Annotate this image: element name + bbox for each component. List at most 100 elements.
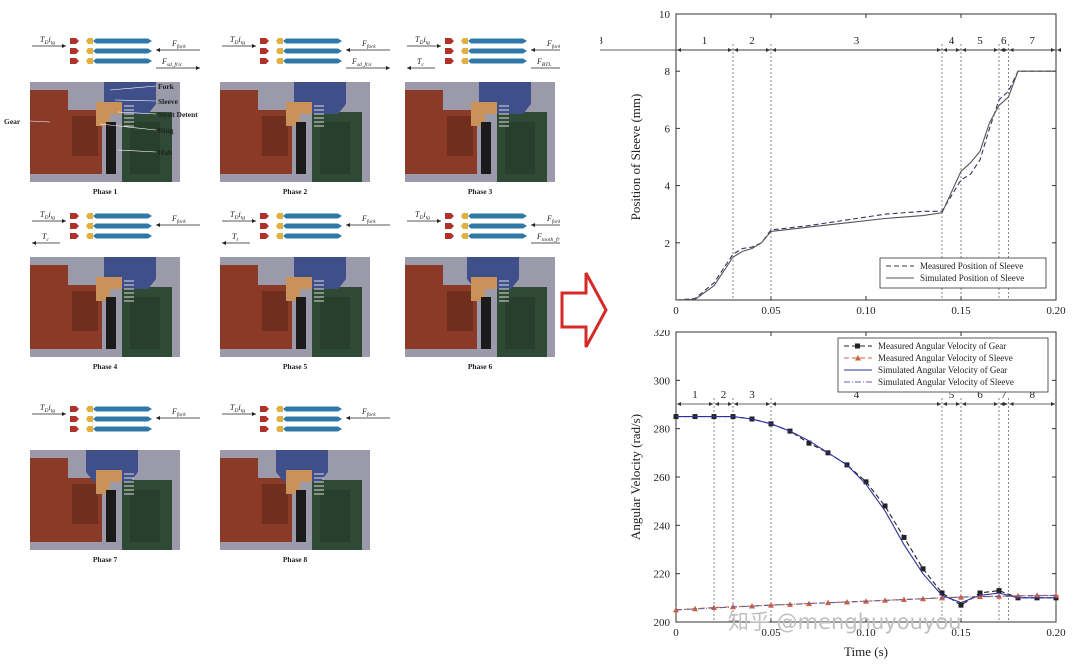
chart-panel: 0 0.05 0.10 0.15 0.20 2 4 6 8 10 Position of Sleev… — [600, 0, 1080, 664]
x-tick-label: 0 — [673, 305, 679, 317]
ring-body — [471, 277, 497, 301]
data-point-triangle — [1034, 592, 1040, 598]
leader-line — [29, 120, 51, 123]
region-arrow-right — [1003, 402, 1008, 406]
region-label: 2 — [721, 389, 727, 401]
shaft — [296, 122, 306, 174]
region-arrow-right — [709, 402, 713, 406]
leader-line — [117, 111, 157, 115]
legend-entry: Measured Angular Velocity of Sleeve — [878, 353, 1013, 363]
force-label: TDitg — [40, 210, 55, 221]
fork-arrow-head — [531, 223, 535, 227]
ring-tooth — [86, 426, 93, 432]
friction-arrow-head — [386, 66, 390, 70]
ring-tooth — [461, 223, 468, 229]
gear-tooth — [260, 406, 269, 412]
gear-shade — [262, 484, 288, 524]
phase-diagram-1: TDitg Ffork Fsd_fric Phase 1 — [30, 35, 200, 196]
region-arrow-left — [962, 402, 966, 406]
sleeve-tooth — [93, 426, 152, 432]
region-label: 5 — [949, 389, 955, 401]
data-point-triangle — [711, 604, 717, 610]
part-label-sleeve: Sleeve — [158, 97, 179, 106]
phase-diagram-4: TDitg Tc Ffork Phase 4 — [30, 210, 200, 371]
legend-box — [879, 257, 1047, 289]
force-label: TDitg — [40, 35, 55, 46]
ring-tooth — [276, 233, 283, 239]
region-arrow-right — [994, 402, 998, 406]
force-label: Ffork — [361, 407, 376, 418]
part-label-hub: Hub — [158, 148, 172, 157]
shaft — [296, 297, 306, 349]
ring-tooth — [461, 48, 468, 54]
ring-tooth — [276, 38, 283, 44]
y-axis-label: Angular Velocity (rad/s) — [628, 414, 643, 540]
data-point-square — [996, 588, 1002, 594]
region-arrow-left — [772, 402, 776, 406]
ring-tooth — [86, 416, 93, 422]
gear-tooth — [260, 213, 269, 219]
sleeve-tooth — [93, 213, 152, 219]
gear-tooth — [70, 58, 79, 64]
x-tick-label: 0.20 — [1046, 305, 1066, 317]
region-arrow-right — [956, 402, 960, 406]
ring-tooth — [276, 406, 283, 412]
x-tick-label: 0 — [673, 627, 679, 639]
torque-arrow-head — [222, 241, 226, 245]
y-tick-label: 4 — [665, 181, 671, 193]
part-labels: Gear Fork Sleeve Strut Detent Ring Hub — [4, 82, 198, 157]
phase-label: Phase 8 — [283, 555, 308, 564]
data-point-triangle — [1053, 592, 1059, 598]
force-label: Ftooth_fric — [536, 232, 560, 243]
ring-tooth — [276, 426, 283, 432]
ring-tooth — [461, 213, 468, 219]
force-label: TDitg — [415, 35, 430, 46]
series-line-3 — [676, 416, 1056, 604]
sleeve-tooth — [468, 58, 527, 64]
y-tick-label: 10 — [659, 9, 671, 21]
ring-tooth — [276, 416, 283, 422]
region-label: 7 — [1030, 35, 1036, 47]
ring-tooth — [276, 58, 283, 64]
part-label-strut-detent: Strut Detent — [158, 110, 198, 119]
region-arrow-right — [937, 402, 941, 406]
gear-shade — [447, 116, 473, 156]
force-label: Ffork — [171, 39, 186, 50]
region-arrow-right — [766, 402, 770, 406]
region-arrow-right — [728, 402, 732, 406]
legend-marker — [855, 355, 861, 361]
force-label: Ffork — [546, 39, 560, 50]
sleeve-tooth — [283, 416, 342, 422]
region-label: 1 — [702, 35, 708, 47]
fork-arrow-head — [156, 223, 160, 227]
region-label: 4 — [854, 389, 860, 401]
force-label: Fsd_fric — [351, 57, 373, 68]
region-arrow-left — [734, 402, 738, 406]
input-arrow-head — [252, 219, 256, 223]
gear-tooth — [260, 233, 269, 239]
data-point-triangle — [749, 603, 755, 609]
force-label: Fsd_fric — [161, 57, 183, 68]
data-point-square — [901, 534, 907, 540]
sleeve-tooth — [93, 406, 152, 412]
legend-entry: Simulated Angular Velocity of Sleeve — [878, 377, 1014, 387]
gear-shade — [447, 291, 473, 331]
ring-tooth — [276, 48, 283, 54]
hub-shade — [320, 122, 350, 174]
input-arrow-head — [62, 44, 66, 48]
gear-shade — [262, 291, 288, 331]
gear-tooth — [70, 48, 79, 54]
shaft — [296, 490, 306, 542]
data-point-triangle — [958, 594, 964, 600]
gear-tooth — [70, 223, 79, 229]
data-point-square — [958, 602, 964, 608]
series-line-2 — [675, 70, 1056, 301]
sleeve-position-chart: 0 0.05 0.10 0.15 0.20 2 4 6 8 10 Position of Sleev… — [600, 9, 1066, 317]
force-label: TDitg — [40, 403, 55, 414]
y-axis-label: Position of Sleeve (mm) — [628, 94, 643, 221]
torque-arrow-head — [32, 241, 36, 245]
sleeve-tooth — [468, 233, 527, 239]
sleeve-tooth — [93, 416, 152, 422]
shaft — [106, 297, 116, 349]
ring-tooth — [86, 233, 93, 239]
